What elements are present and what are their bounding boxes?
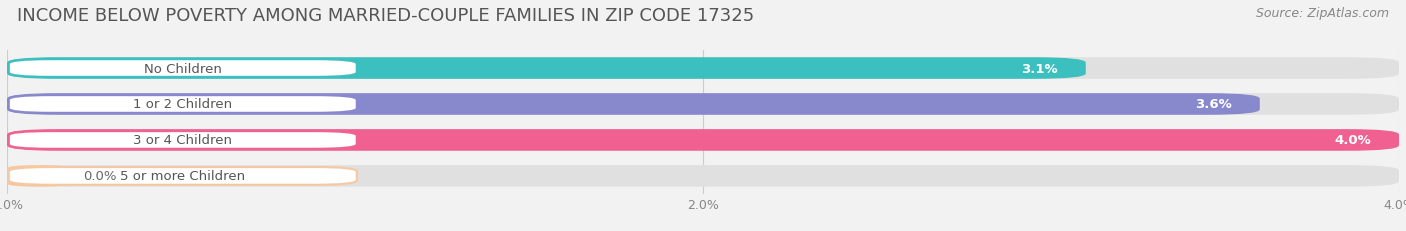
Text: 5 or more Children: 5 or more Children — [120, 170, 245, 183]
FancyBboxPatch shape — [7, 130, 1399, 151]
Text: 3 or 4 Children: 3 or 4 Children — [134, 134, 232, 147]
Text: 0.0%: 0.0% — [83, 170, 117, 183]
FancyBboxPatch shape — [7, 94, 1260, 115]
Text: 3.6%: 3.6% — [1195, 98, 1232, 111]
Text: 4.0%: 4.0% — [1334, 134, 1371, 147]
FancyBboxPatch shape — [7, 165, 1399, 187]
Text: 3.1%: 3.1% — [1021, 62, 1057, 75]
FancyBboxPatch shape — [8, 131, 357, 149]
FancyBboxPatch shape — [8, 167, 357, 185]
Text: No Children: No Children — [143, 62, 222, 75]
FancyBboxPatch shape — [8, 96, 357, 113]
FancyBboxPatch shape — [7, 94, 1399, 115]
Text: Source: ZipAtlas.com: Source: ZipAtlas.com — [1256, 7, 1389, 20]
Text: 1 or 2 Children: 1 or 2 Children — [134, 98, 232, 111]
Text: INCOME BELOW POVERTY AMONG MARRIED-COUPLE FAMILIES IN ZIP CODE 17325: INCOME BELOW POVERTY AMONG MARRIED-COUPL… — [17, 7, 754, 25]
FancyBboxPatch shape — [7, 165, 70, 187]
FancyBboxPatch shape — [7, 130, 1399, 151]
FancyBboxPatch shape — [8, 60, 357, 78]
FancyBboxPatch shape — [7, 58, 1399, 79]
FancyBboxPatch shape — [7, 58, 1085, 79]
